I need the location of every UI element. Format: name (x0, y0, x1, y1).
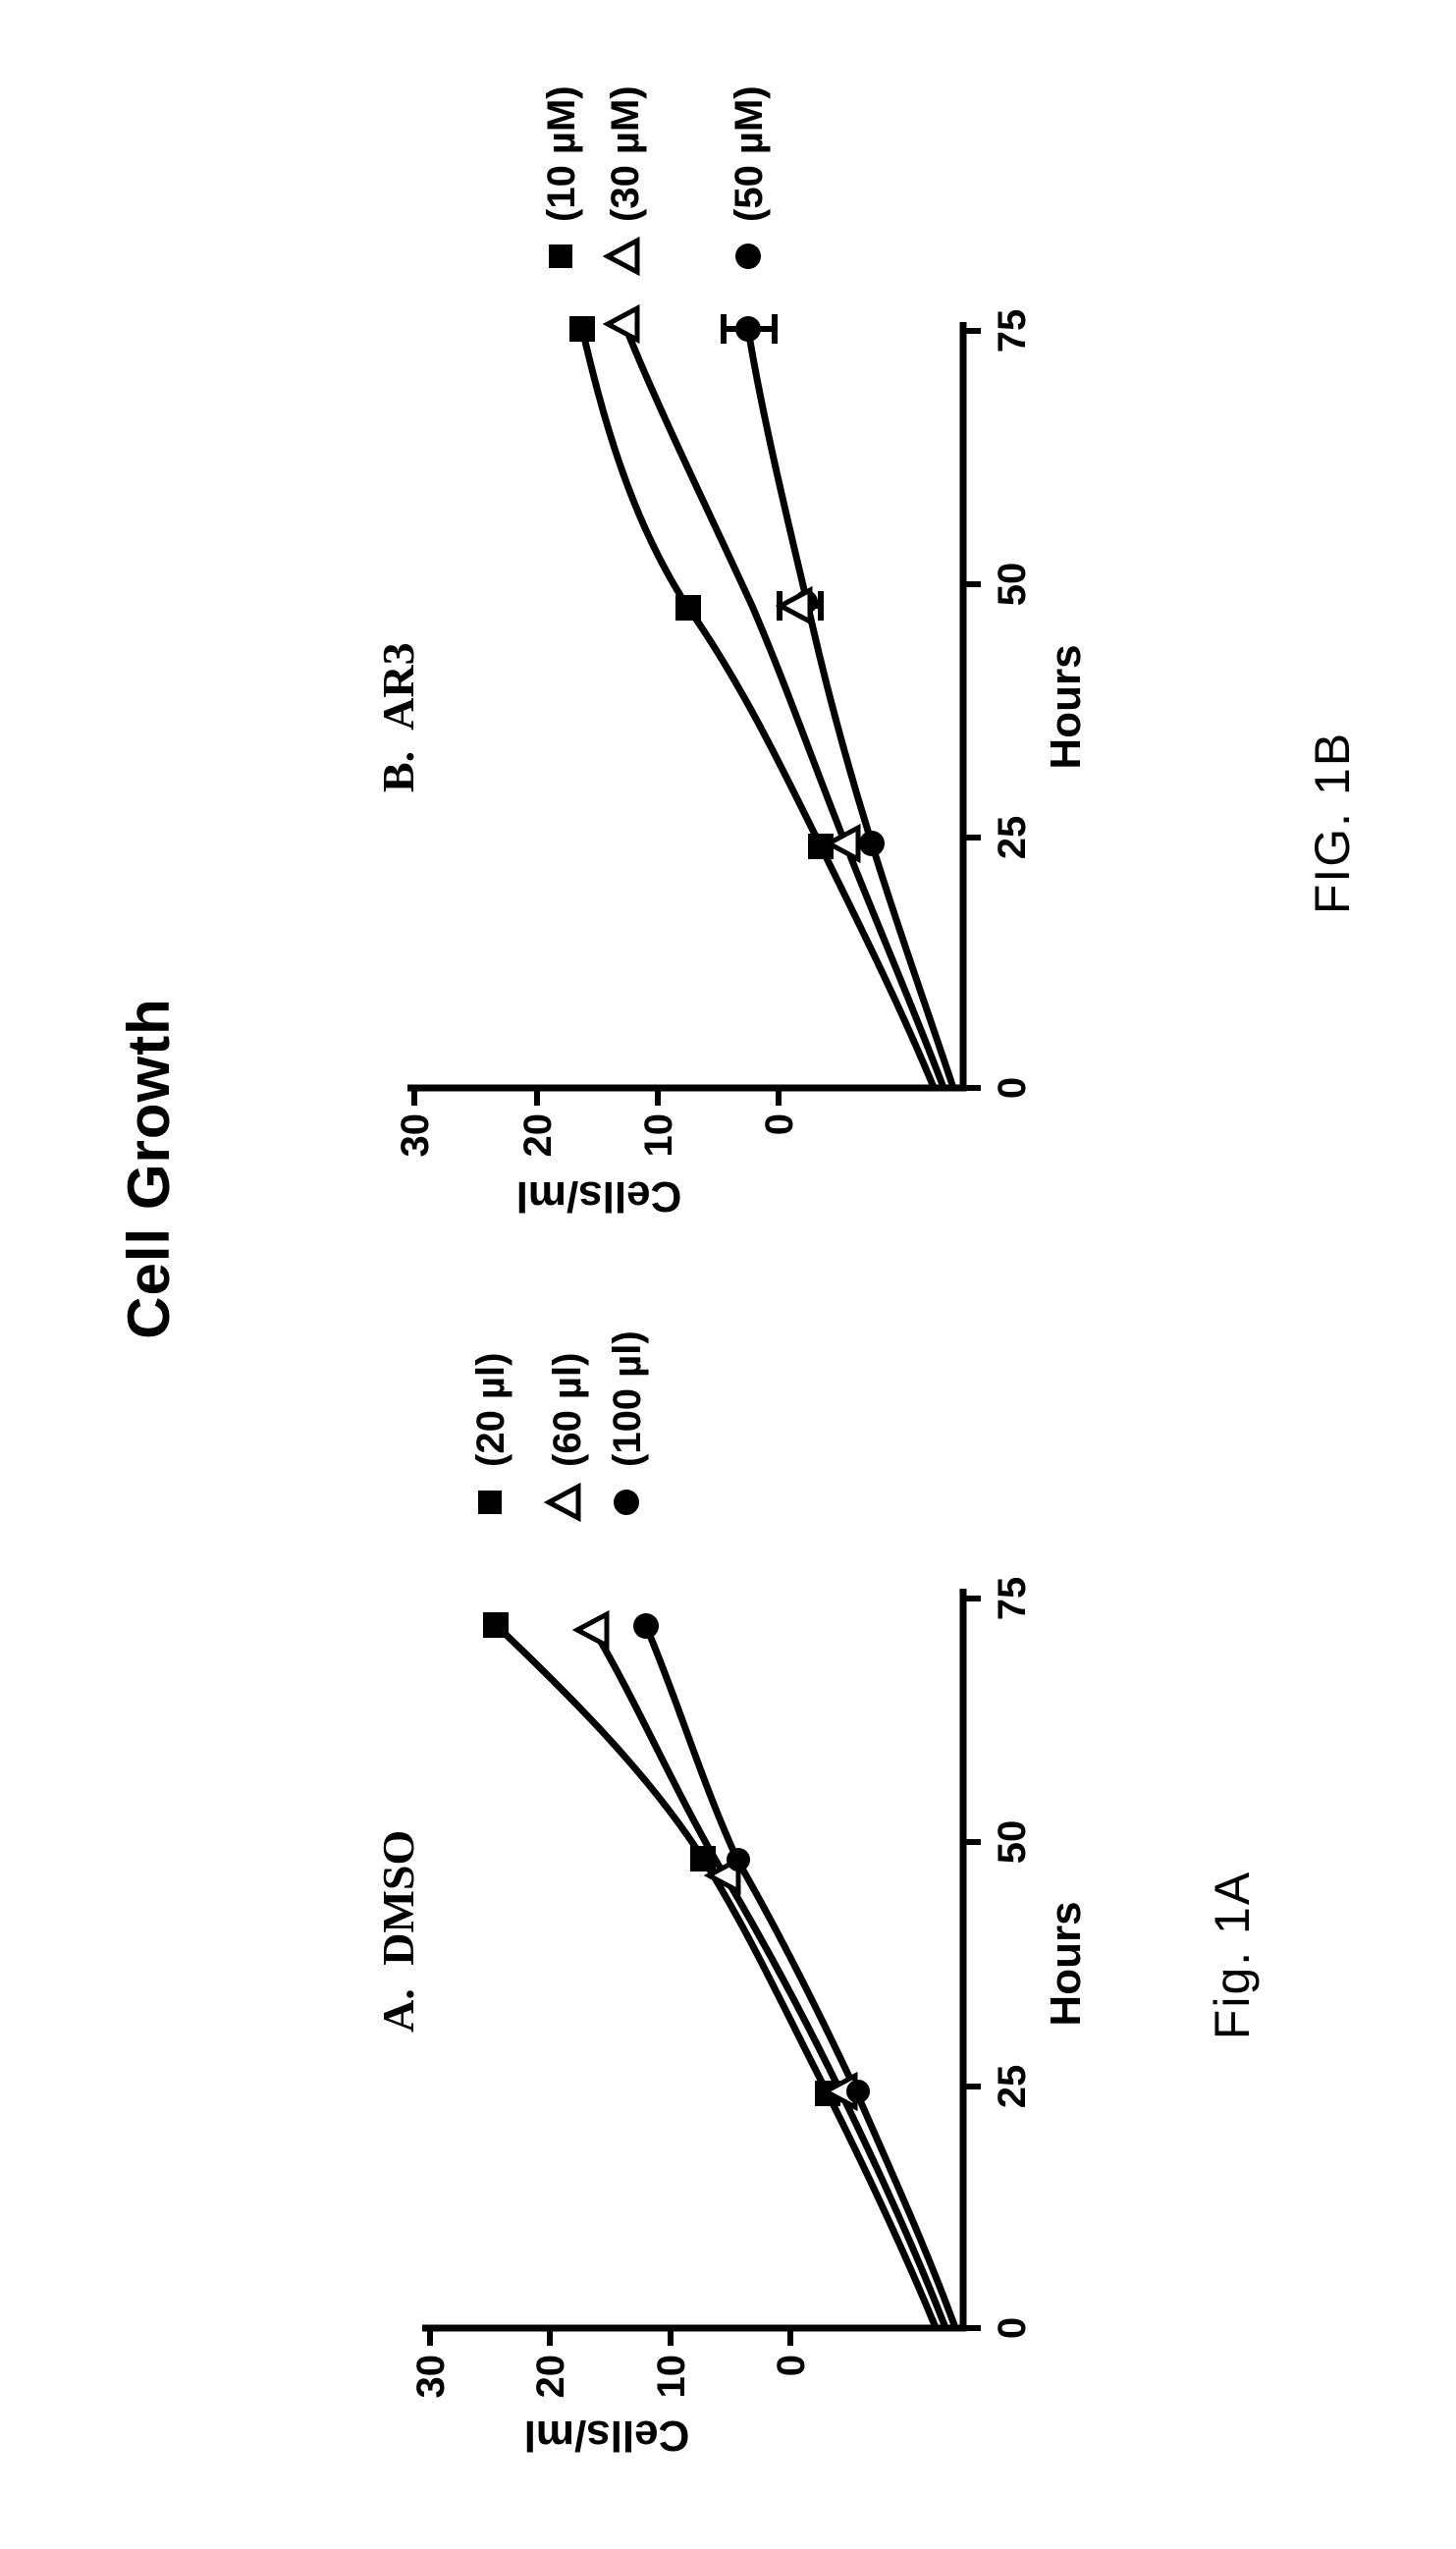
chart-b: B. AR3 0 25 50 75 30 20 10 0 Hours Cells… (373, 85, 1360, 1220)
chart-b-curve-50um (744, 325, 956, 1089)
chart-a-ytick-label-0: 0 (770, 2355, 813, 2376)
chart-b-marker-square-48h (675, 595, 701, 621)
chart-a-curve-20ul (492, 1621, 939, 2329)
chart-a-xtick-label-25: 25 (991, 2065, 1034, 2109)
chart-a-xtick-label-0: 0 (991, 2317, 1034, 2339)
chart-a-legend-label-100ul: (100 µl) (606, 1330, 649, 1467)
chart-b-legend: (10 µM) (30 µM) (50 µM) (540, 85, 771, 277)
chart-b-xtick-label-25: 25 (991, 816, 1034, 860)
chart-b-curve-10um (578, 325, 937, 1089)
chart-a-yaxis-title: Cells/ml (524, 2412, 690, 2460)
chart-b-yaxis-title: Cells/ml (516, 1172, 682, 1220)
chart-b-xaxis-title: Hours (1042, 644, 1090, 769)
chart-a-axes (422, 1589, 967, 2332)
chart-b-marker-circle-72h (735, 316, 761, 342)
chart-a-marker-square-72h (483, 1612, 509, 1638)
chart-b-xtick-label-50: 50 (991, 563, 1034, 607)
chart-b-xtick-label-75: 75 (991, 309, 1034, 353)
chart-a-xtick-label-75: 75 (991, 1577, 1034, 1621)
chart-a-figure-caption: Fig. 1A (1205, 1871, 1260, 2039)
open-triangle-icon (543, 1482, 581, 1523)
chart-a-legend-label-60ul: (60 µl) (546, 1353, 589, 1467)
chart-b-marker-square-24h (808, 834, 834, 859)
open-triangle-icon (602, 236, 640, 277)
chart-b-marker-triangle-24h (823, 823, 861, 864)
chart-a-marker-circle-72h (633, 1613, 659, 1639)
chart-a-curve-60ul (590, 1626, 948, 2329)
chart-a-marker-circle-48h (727, 1848, 750, 1871)
filled-circle-icon (735, 244, 761, 269)
chart-a-ytick-label-30: 30 (409, 2355, 453, 2399)
chart-b-marker-triangle-72h (602, 303, 640, 345)
chart-a: A. DMSO 0 25 50 75 30 20 10 0 Hours Cell… (373, 1330, 1260, 2460)
chart-a-panel-title: A. DMSO (373, 1830, 423, 2033)
chart-b-ytick-label-20: 20 (516, 1113, 560, 1158)
chart-b-marker-triangle-48h (775, 585, 813, 626)
filled-square-icon (478, 1491, 502, 1514)
filled-circle-icon (614, 1490, 639, 1515)
chart-b-marker-square-72h (569, 316, 595, 342)
chart-a-ytick-label-10: 10 (650, 2355, 693, 2399)
chart-b-legend-label-50um: (50 µM) (728, 85, 771, 222)
chart-b-marker-circle-24h (859, 831, 885, 856)
chart-a-ytick-label-20: 20 (529, 2355, 572, 2399)
chart-a-legend: (20 µl) (60 µl) (100 µl) (469, 1330, 649, 1523)
chart-b-figure-caption: FIG. 1B (1305, 732, 1360, 914)
chart-a-marker-circle-24h (846, 2080, 870, 2103)
chart-a-legend-label-20ul: (20 µl) (469, 1353, 512, 1467)
chart-b-curve-30um (620, 320, 946, 1089)
chart-a-xaxis-title: Hours (1042, 1901, 1090, 2026)
chart-b-xtick-label-0: 0 (991, 1077, 1034, 1099)
chart-b-ytick-label-10: 10 (637, 1113, 680, 1158)
chart-b-legend-label-30um: (30 µM) (604, 85, 647, 222)
chart-a-curve-100ul (642, 1622, 958, 2329)
filled-square-icon (549, 244, 572, 268)
chart-b-ytick-label-30: 30 (394, 1113, 437, 1158)
chart-b-panel-title: B. AR3 (373, 642, 423, 792)
chart-a-xtick-label-50: 50 (991, 1820, 1034, 1865)
page-title: Cell Growth (116, 998, 182, 1339)
chart-a-marker-square-48h (690, 1846, 716, 1871)
chart-a-marker-triangle-72h (571, 1609, 610, 1651)
chart-b-legend-label-10um: (10 µM) (540, 85, 583, 222)
chart-b-ytick-label-0: 0 (758, 1113, 801, 1135)
